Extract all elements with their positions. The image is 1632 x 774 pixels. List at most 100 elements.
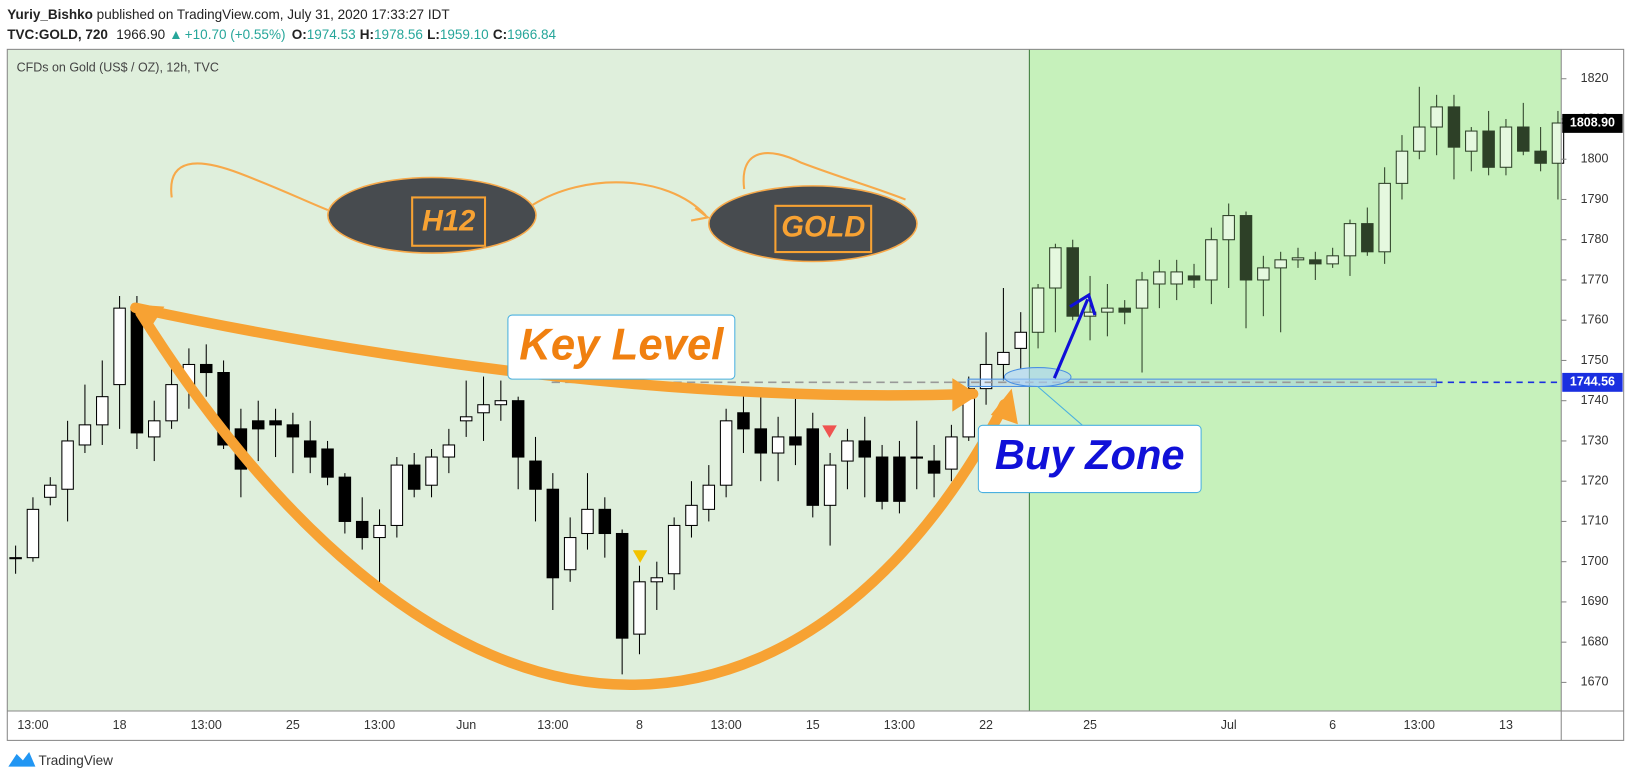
candle-body xyxy=(719,420,733,486)
candle-body xyxy=(1447,106,1461,148)
candle-body xyxy=(148,420,161,438)
candle-body xyxy=(893,456,906,502)
candle-body xyxy=(96,396,109,426)
candle-body xyxy=(78,424,92,446)
arrow-tail xyxy=(135,304,165,332)
candle-body xyxy=(962,388,975,438)
candle-body xyxy=(598,508,612,535)
gold-box xyxy=(774,204,873,254)
candle-body xyxy=(1517,126,1530,152)
y-tick-label: 1790 xyxy=(1581,192,1609,206)
candle-body xyxy=(338,476,352,522)
candle-body xyxy=(1101,307,1114,313)
author: Yuriy_Bishko xyxy=(7,7,93,22)
symbol: TVC:GOLD, 720 xyxy=(7,27,108,42)
y-tick-label: 1740 xyxy=(1581,393,1609,407)
y-tick-label: 1770 xyxy=(1581,272,1609,286)
candle-body xyxy=(61,440,74,490)
candle-body xyxy=(1187,275,1201,281)
candle-body xyxy=(1135,279,1149,309)
brand: TradingView xyxy=(39,753,114,768)
x-tick-label: 13:00 xyxy=(1404,718,1435,732)
candle-body xyxy=(979,363,993,390)
y-tick-label: 1670 xyxy=(1581,675,1609,689)
l-label: L: xyxy=(427,27,440,42)
candle-body xyxy=(1118,307,1131,313)
y-tick-label: 1720 xyxy=(1581,473,1609,487)
arrow-head xyxy=(952,378,979,412)
bowl-arrow xyxy=(135,307,1010,690)
candle-body xyxy=(1395,150,1409,184)
x-tick-label: 13:00 xyxy=(191,718,222,732)
key-level-label: 1744.56 xyxy=(1570,375,1615,389)
candle-body xyxy=(1170,271,1183,285)
candle-body xyxy=(442,444,456,458)
key-level-label-box xyxy=(1562,372,1623,392)
candle-body xyxy=(1066,247,1079,317)
candle-body xyxy=(1239,215,1253,281)
left-region xyxy=(7,49,1030,711)
annotation: H12 xyxy=(422,205,475,237)
drawings: H12 GOLD Key Level Buy Zone xyxy=(130,152,1562,690)
candle-body xyxy=(26,508,40,559)
x-tick-label: 18 xyxy=(113,718,127,732)
x-tick-label: 25 xyxy=(286,718,300,732)
candle-body xyxy=(997,351,1010,366)
candle-body xyxy=(459,416,473,422)
scribble xyxy=(170,162,329,212)
candle-body xyxy=(199,363,213,374)
header-line-2: TVC:GOLD, 720 1966.90 ▲ +10.70 (+0.55%) O:19… xyxy=(7,27,556,42)
l-value: 1959.10 xyxy=(440,27,489,42)
h-label: H: xyxy=(360,27,374,42)
candle-body xyxy=(1465,130,1478,152)
candle-body xyxy=(546,488,560,579)
key-level-label-box xyxy=(507,314,736,380)
candle-body xyxy=(9,557,22,560)
y-tick-label: 1760 xyxy=(1581,312,1609,326)
candle-body xyxy=(321,448,334,478)
candle-body xyxy=(789,436,802,446)
candle-body xyxy=(1499,126,1513,168)
y-tick-label: 1780 xyxy=(1581,232,1609,246)
h-value: 1978.56 xyxy=(374,27,423,42)
candle-body xyxy=(754,428,768,454)
candle-body xyxy=(251,420,265,430)
y-tick-label: 1750 xyxy=(1581,353,1609,367)
candle-body xyxy=(1222,215,1235,241)
candle-body xyxy=(355,520,369,539)
x-tick-label: 15 xyxy=(806,718,820,732)
chart-legend: CFDs on Gold (US$ / OZ), 12h, TVC xyxy=(17,61,219,75)
x-tick-label: 13:00 xyxy=(17,718,48,732)
candle-body xyxy=(875,456,889,502)
up-icon: ▲ xyxy=(169,27,182,42)
o-label: O: xyxy=(292,27,307,42)
candle-body xyxy=(44,484,57,498)
candle-body xyxy=(1413,126,1426,152)
candle-body xyxy=(685,504,698,526)
x-tick-label: 8 xyxy=(636,718,643,732)
buy-zone-label-box xyxy=(977,424,1202,494)
change: +10.70 (+0.55%) xyxy=(185,27,286,42)
x-tick-label: 22 xyxy=(979,718,993,732)
y-tick-label: 1800 xyxy=(1581,152,1609,166)
x-tick-label: 13 xyxy=(1499,718,1513,732)
right-region xyxy=(1029,49,1562,711)
candle-body xyxy=(927,460,941,474)
candle-body xyxy=(477,404,490,414)
c-value: 1966.84 xyxy=(507,27,556,42)
candle-body xyxy=(702,484,716,510)
candle-body xyxy=(667,524,681,575)
y-tick-label: 1820 xyxy=(1581,71,1609,85)
chart-frame xyxy=(6,48,1625,741)
o-value: 1974.53 xyxy=(307,27,356,42)
candle-body xyxy=(945,436,958,470)
candle-body xyxy=(1378,182,1391,253)
annotation: Buy Zone xyxy=(995,431,1185,478)
signal-marker xyxy=(822,425,837,438)
header-line-1: Yuriy_Bishko published on TradingView.co… xyxy=(7,7,449,22)
y-tick-label: 1680 xyxy=(1581,634,1609,648)
candle-body xyxy=(1205,239,1218,281)
candle-body xyxy=(113,307,126,386)
